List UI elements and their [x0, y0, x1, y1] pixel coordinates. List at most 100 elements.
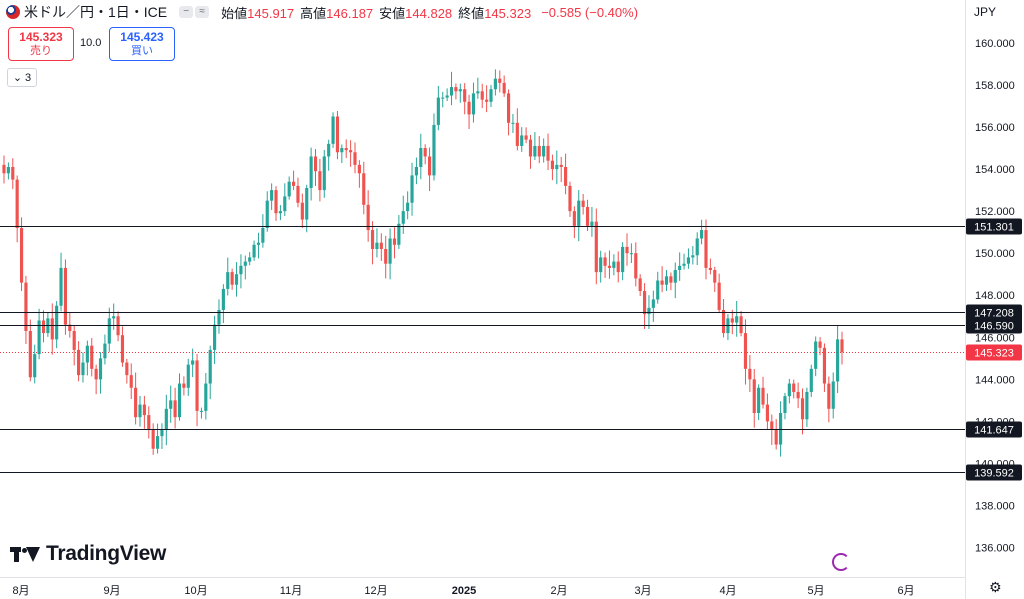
x-tick-label: 2月	[550, 585, 567, 597]
sell-button[interactable]: 145.323 売り	[8, 27, 74, 61]
y-tick-label: 146.000	[975, 332, 1015, 344]
change-value: −0.585 (−0.40%)	[541, 4, 639, 20]
level-label: 139.592	[974, 468, 1014, 480]
candle-body	[721, 309, 726, 334]
candle-body	[831, 381, 835, 409]
symbol-title[interactable]: 米ドル／円・1日・ICE	[24, 4, 168, 20]
candle-body	[406, 202, 410, 212]
candle-body	[432, 124, 436, 176]
candle-body	[322, 156, 326, 191]
candle-body	[489, 89, 493, 102]
chevron-down-icon: ⌄	[12, 72, 23, 84]
wave-icon[interactable]: ≈	[195, 6, 210, 18]
candle-body	[239, 265, 243, 275]
candle-body	[441, 97, 445, 99]
candle-body	[401, 211, 405, 224]
last-price-label: 145.323	[974, 348, 1014, 360]
candle-body	[129, 375, 133, 388]
candle-body	[72, 330, 76, 350]
candle-body	[353, 152, 357, 165]
level-label-bg	[966, 421, 1022, 438]
candle-body	[800, 398, 805, 420]
brand-name: TradingView	[46, 542, 167, 565]
candle-body	[125, 362, 129, 376]
y-tick-label: 156.000	[975, 122, 1015, 134]
currency-label[interactable]: JPY	[974, 5, 997, 19]
candle-body	[182, 383, 186, 388]
level-label-bg	[966, 304, 1022, 321]
last-price-label-bg	[966, 344, 1022, 361]
candle-body	[511, 122, 515, 124]
candle-body	[41, 320, 46, 334]
y-tick-label: 154.000	[975, 164, 1015, 176]
spread-value: 10.0	[80, 37, 102, 49]
candle-body	[840, 339, 844, 353]
candle-body	[836, 339, 840, 382]
candle-body	[151, 429, 155, 449]
candle-body	[37, 320, 41, 355]
x-tick-label: 3月	[634, 585, 651, 597]
candle-body	[81, 362, 85, 376]
x-tick-label: 9月	[103, 585, 120, 597]
candle-body	[103, 343, 107, 359]
x-tick-label: 10月	[184, 585, 207, 597]
candle-body	[296, 185, 300, 203]
candle-body	[278, 211, 282, 214]
candle-body	[792, 383, 796, 392]
candle-body	[730, 318, 734, 323]
candle-body	[717, 282, 721, 310]
candle-body	[191, 360, 195, 365]
settings-gear-icon[interactable]: ⚙	[989, 579, 1002, 595]
candle-body	[164, 408, 168, 430]
candle-body	[713, 270, 717, 283]
candle-body	[480, 91, 484, 100]
candle-body	[120, 335, 125, 363]
candle-body	[651, 299, 655, 308]
candle-body	[24, 282, 28, 331]
candle-body	[252, 244, 256, 258]
buy-button[interactable]: 145.423 買い	[109, 27, 175, 61]
candle-body	[230, 272, 234, 285]
candle-body	[572, 211, 576, 226]
candle-body	[778, 412, 783, 445]
candle-body	[50, 318, 54, 340]
indicators-collapse-button[interactable]: ⌄ 3	[7, 68, 37, 87]
candle-body	[436, 97, 440, 125]
candle-body	[63, 267, 68, 325]
candle-body	[752, 379, 756, 413]
candle-body	[502, 82, 506, 94]
candle-body	[678, 265, 682, 271]
candle-body	[428, 156, 432, 176]
tradingview-logo[interactable]: TradingView	[10, 542, 166, 566]
candle-body	[638, 278, 642, 292]
candle-body	[33, 354, 37, 378]
candle-body	[748, 368, 752, 380]
candle-body	[138, 404, 142, 418]
candle-body	[261, 227, 265, 243]
candle-body	[94, 368, 98, 380]
candle-body	[695, 238, 699, 256]
candle-body	[568, 185, 572, 212]
level-label: 147.208	[974, 308, 1014, 320]
candle-body	[313, 156, 318, 172]
x-tick-label: 6月	[897, 585, 914, 597]
legend-toggles[interactable]: − ≈	[179, 6, 210, 18]
minus-icon[interactable]: −	[179, 6, 194, 18]
candle-body	[783, 396, 787, 413]
candle-body	[735, 316, 739, 323]
candle-body	[818, 341, 822, 348]
candle-body	[173, 400, 177, 418]
candle-body	[226, 272, 230, 289]
candle-body	[805, 391, 809, 420]
y-tick-label: 138.000	[975, 501, 1015, 513]
candle-body	[642, 291, 647, 315]
candle-body	[392, 238, 397, 245]
candle-body	[485, 99, 489, 102]
candle-body	[467, 101, 471, 115]
candle-body	[287, 181, 291, 197]
low-label: 安値	[379, 5, 406, 21]
candle-body	[256, 242, 261, 245]
x-tick-label: 5月	[807, 585, 824, 597]
candle-body	[559, 164, 563, 167]
